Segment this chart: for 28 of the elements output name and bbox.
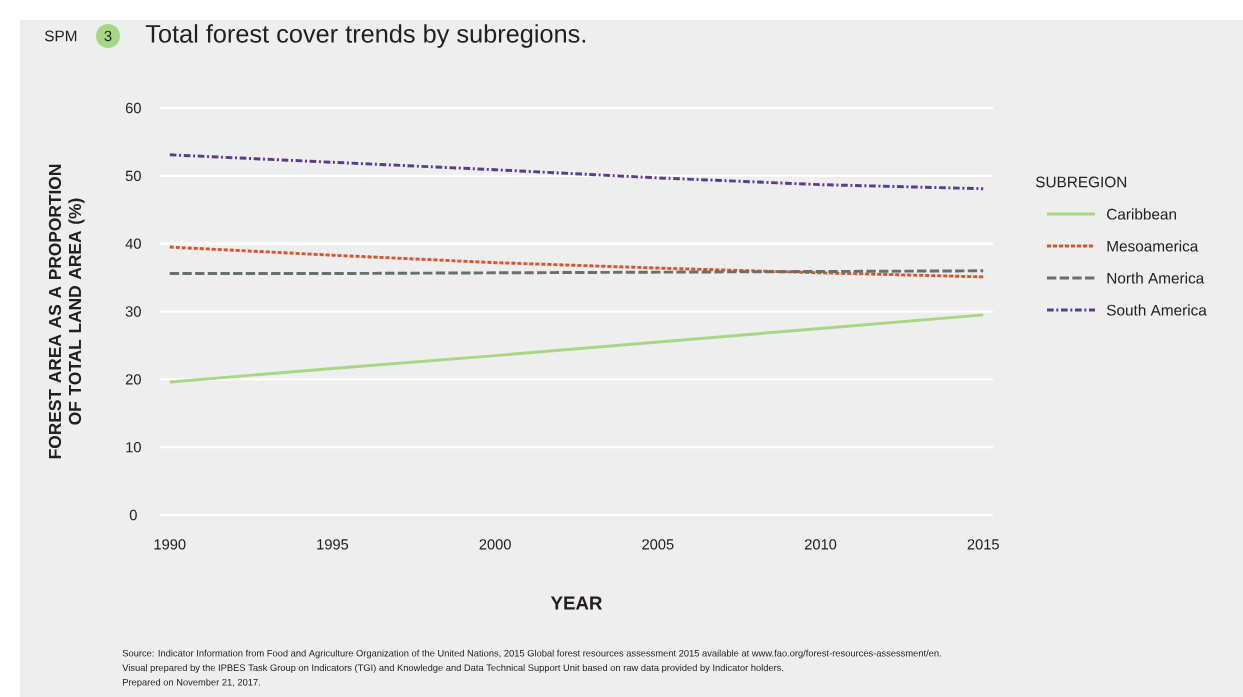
x-tick-label: 2015 xyxy=(967,539,999,550)
text: 3 xyxy=(104,30,112,42)
y-tick-label: 60 xyxy=(125,102,141,114)
x-tick-label: 1990 xyxy=(154,539,186,550)
line-series xyxy=(168,153,985,191)
legend-label: South America xyxy=(1106,304,1207,316)
text: Visual prepared by the IPBES Task Group on Indicators (TGI) and Knowledge and Data Technical Support Unit based on raw data provided by Indicator holders. xyxy=(122,664,784,673)
legend-label: Mesoamerica xyxy=(1107,240,1199,252)
y-tick-label: 40 xyxy=(125,238,141,249)
x-tick-label: 2010 xyxy=(804,539,837,550)
line-series xyxy=(168,245,985,279)
x-tick-label: 2005 xyxy=(642,539,674,550)
x-axis-title: YEAR xyxy=(550,596,603,610)
y-tick-label: 30 xyxy=(125,306,141,317)
legend-title: SUBREGION xyxy=(1035,176,1127,188)
y-tick-label: 10 xyxy=(126,441,141,453)
chart-title: Total forest cover trends by subregions. xyxy=(145,24,586,48)
y-tick-label: 20 xyxy=(125,374,141,385)
text: Prepared on November 21, 2017. xyxy=(123,678,260,688)
text: SPM xyxy=(44,30,77,42)
y-tick-label: 0 xyxy=(129,509,137,521)
x-tick-label: 1995 xyxy=(317,539,349,550)
legend-label: Caribbean xyxy=(1107,208,1177,220)
legend-label: North America xyxy=(1107,272,1205,284)
y-axis-title: FOREST AREA AS A PROPORTION OF TOTAL LAND AREA (%) xyxy=(48,164,85,459)
x-tick-label: 2000 xyxy=(479,539,511,550)
y-tick-label: 50 xyxy=(125,170,141,182)
source-note: Source: Indicator Information from Food and Agriculture Organization of the United Nations, 2015 Global forest resources assessment 2015 available at www.fao.org/forest-resources-assessment/en. xyxy=(122,649,941,659)
